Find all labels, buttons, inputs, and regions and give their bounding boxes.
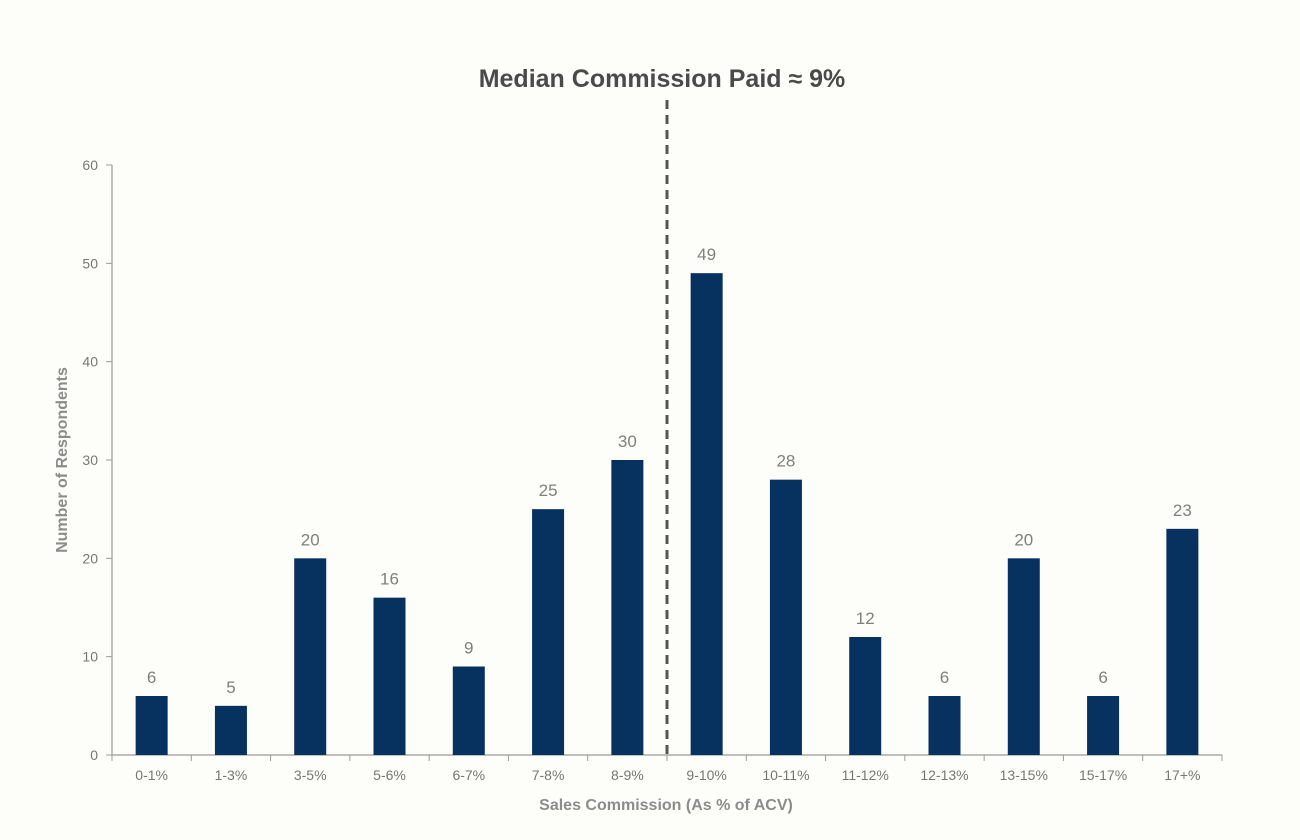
- bar-value-label: 20: [301, 530, 320, 549]
- bar: [294, 558, 327, 755]
- x-tick-label: 8-9%: [611, 767, 644, 783]
- bar-value-label: 49: [697, 245, 716, 264]
- bar-value-label: 9: [464, 639, 473, 658]
- bar: [373, 597, 406, 755]
- x-tick-label: 1-3%: [215, 767, 248, 783]
- bar: [452, 666, 485, 755]
- x-tick-label: 5-6%: [373, 767, 406, 783]
- bar: [611, 460, 644, 755]
- x-axis-ticks: [111, 755, 1223, 761]
- bars-group: [135, 273, 1199, 755]
- y-tick-label: 40: [82, 354, 98, 370]
- x-tick-label: 11-12%: [842, 767, 889, 783]
- bar-value-label: 20: [1014, 530, 1033, 549]
- data-labels-group: 6 5 20 16 9 25 30 49 28 12 6 20 6 23: [147, 245, 1192, 697]
- bar-value-label: 23: [1173, 501, 1192, 520]
- x-tick-label: 10-11%: [762, 767, 809, 783]
- bar-value-label: 6: [1098, 668, 1107, 687]
- chart-title: Median Commission Paid ≈ 9%: [479, 65, 846, 93]
- bar: [1166, 528, 1199, 755]
- bar: [135, 696, 168, 755]
- y-tick-label: 10: [82, 649, 98, 665]
- bar-value-label: 5: [226, 678, 235, 697]
- bar-value-label: 12: [856, 609, 875, 628]
- x-tick-label: 0-1%: [135, 767, 168, 783]
- x-tick-label: 6-7%: [452, 767, 485, 783]
- bar: [532, 509, 565, 755]
- y-tick-label: 20: [82, 550, 98, 566]
- bar: [690, 273, 723, 755]
- x-tick-label: 17+%: [1164, 767, 1200, 783]
- bar: [1087, 696, 1120, 755]
- bar-value-label: 16: [380, 570, 399, 589]
- y-tick-label: 60: [82, 157, 98, 173]
- x-tick-label: 3-5%: [294, 767, 327, 783]
- bar: [849, 637, 882, 755]
- y-tick-label: 50: [82, 255, 98, 271]
- bar-value-label: 6: [940, 668, 949, 687]
- bar: [928, 696, 961, 755]
- bar-value-label: 30: [618, 432, 637, 451]
- x-tick-label: 12-13%: [920, 767, 968, 783]
- x-tick-label: 15-17%: [1079, 767, 1127, 783]
- x-tick-label: 9-10%: [686, 767, 726, 783]
- bar: [1007, 558, 1040, 755]
- y-tick-label: 30: [82, 452, 98, 468]
- bar-value-label: 6: [147, 668, 156, 687]
- x-tick-label: 7-8%: [532, 767, 565, 783]
- x-axis-title: Sales Commission (As % of ACV): [539, 797, 793, 814]
- category-labels-group: 0-1% 1-3% 3-5% 5-6% 6-7% 7-8% 8-9% 9-10% 10-11% 1…: [135, 767, 1200, 783]
- bar-value-label: 28: [776, 452, 795, 471]
- x-tick-label: 13-15%: [1000, 767, 1048, 783]
- y-tick-label: 0: [90, 747, 98, 763]
- y-axis-title: Number of Respondents: [54, 367, 71, 553]
- bar-value-label: 25: [539, 481, 558, 500]
- bar: [769, 479, 802, 755]
- y-axis-ticks: 0 10 20 30 40 50 60: [82, 157, 112, 763]
- bar: [214, 705, 247, 755]
